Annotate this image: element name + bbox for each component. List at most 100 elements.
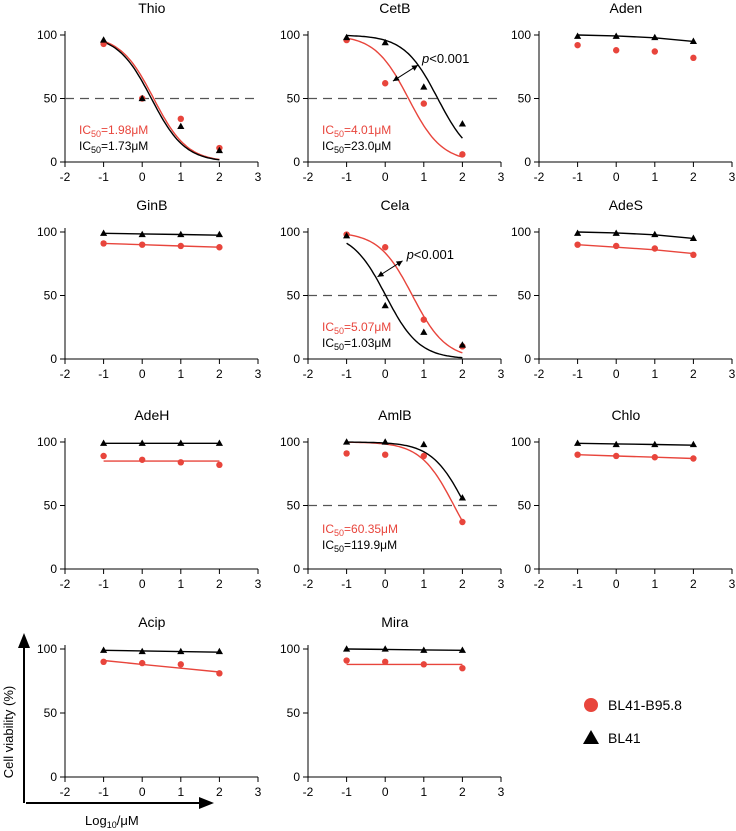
- point-bl41: [651, 440, 659, 448]
- point-bl41-b958: [420, 316, 427, 323]
- panel-amlb: AmlB 0 50 100 -2 -1 0 1 2 3 IC50=60.35μMIC50=119.9…: [280, 407, 505, 591]
- fit-curve-bl41: [577, 34, 694, 43]
- fit-curve-bl41: [103, 232, 220, 236]
- x-tick-label: -2: [534, 170, 545, 184]
- panel-title: Cela: [380, 197, 409, 213]
- x-tick-label: 1: [420, 577, 427, 591]
- x-tick-label: -1: [572, 367, 583, 381]
- point-bl41: [612, 229, 620, 236]
- y-tick-label: 100: [37, 435, 57, 449]
- ic50-label-bl41: IC50=23.0μM: [322, 139, 391, 155]
- y-tick-label: 0: [50, 155, 57, 169]
- x-tick-label: 1: [177, 367, 184, 381]
- x-tick-label: -2: [60, 785, 71, 799]
- x-tick-label: 1: [177, 577, 184, 591]
- point-bl41-b958: [216, 670, 223, 677]
- y-axis-label: Cell viability (%): [1, 686, 16, 778]
- point-bl41: [100, 646, 108, 653]
- x-tick-label: -2: [303, 170, 314, 184]
- x-tick-label: 3: [729, 577, 736, 591]
- x-tick-label: 2: [459, 785, 466, 799]
- x-tick-label: 0: [613, 577, 620, 591]
- x-tick-label: -1: [341, 170, 352, 184]
- y-tick-label: 100: [37, 225, 57, 239]
- point-bl41-b958: [420, 100, 427, 107]
- x-tick-label: 0: [382, 785, 389, 799]
- x-tick-label: 2: [459, 170, 466, 184]
- x-tick-label: 1: [651, 170, 658, 184]
- legend: BL41-B95.8 BL41: [583, 697, 682, 746]
- point-bl41-b958: [459, 518, 466, 526]
- point-bl41-b958: [177, 459, 184, 466]
- x-tick-label: -1: [98, 577, 109, 591]
- point-bl41-b958: [343, 450, 350, 457]
- y-tick-label: 100: [280, 225, 300, 239]
- panel-title: Mira: [381, 614, 408, 630]
- legend-marker-bl41: [583, 730, 599, 744]
- x-tick-label: 1: [177, 170, 184, 184]
- point-bl41: [138, 94, 146, 102]
- panel-title: AdeS: [609, 197, 643, 213]
- fit-curve-bl41: [577, 231, 694, 240]
- point-bl41-b958: [651, 245, 658, 252]
- point-bl41-b958: [139, 659, 146, 667]
- point-bl41: [574, 229, 582, 236]
- x-tick-label: 0: [382, 577, 389, 591]
- x-tick-label: 3: [729, 170, 736, 184]
- x-tick-label: 1: [651, 367, 658, 381]
- x-tick-label: 2: [216, 170, 223, 184]
- p-value-label: p<0.001: [406, 247, 454, 262]
- point-bl41: [420, 440, 428, 448]
- point-bl41-b958: [574, 451, 581, 458]
- x-tick-label: 0: [139, 367, 146, 381]
- panel-title: Aden: [609, 0, 642, 16]
- panel-ginb: GinB 0 50 100 -2 -1 0 1 2 3: [37, 197, 262, 381]
- x-tick-label: 2: [459, 367, 466, 381]
- x-tick-label: -1: [98, 367, 109, 381]
- x-tick-label: -1: [98, 785, 109, 799]
- point-bl41: [612, 32, 620, 39]
- y-tick-label: 100: [280, 435, 300, 449]
- point-bl41-b958: [420, 661, 427, 668]
- panel-title: Thio: [138, 0, 165, 16]
- y-tick-label: 0: [50, 352, 57, 366]
- point-bl41-b958: [651, 454, 658, 461]
- point-bl41: [177, 122, 185, 130]
- point-bl41-b958: [613, 242, 620, 250]
- y-axis-arrowhead: [18, 633, 30, 648]
- y-tick-label: 50: [287, 289, 301, 303]
- panel-cetb: CetB 0 50 100 -2 -1 0 1 2 3 IC50=4.01μMIC50=23.0μM…: [280, 0, 505, 184]
- x-tick-label: -2: [303, 367, 314, 381]
- x-tick-label: 3: [255, 170, 262, 184]
- x-tick-label: 1: [420, 367, 427, 381]
- point-bl41: [381, 301, 389, 309]
- y-tick-label: 100: [511, 28, 531, 42]
- x-tick-label: 1: [651, 577, 658, 591]
- y-tick-label: 100: [280, 642, 300, 656]
- y-tick-label: 0: [293, 562, 300, 576]
- y-tick-label: 0: [50, 562, 57, 576]
- fit-curve-bl41: [346, 34, 463, 139]
- panel-title: AdeH: [134, 407, 169, 423]
- point-bl41: [689, 37, 697, 44]
- x-tick-label: -2: [303, 577, 314, 591]
- panel-acip: Acip 0 50 100 -2 -1 0 1 2 3: [37, 614, 262, 799]
- x-tick-label: -1: [572, 170, 583, 184]
- x-tick-label: 2: [216, 785, 223, 799]
- point-bl41-b958: [382, 80, 389, 87]
- point-bl41: [381, 38, 389, 46]
- point-bl41: [381, 645, 389, 652]
- panel-ades: AdeS 0 50 100 -2 -1 0 1 2 3: [511, 197, 736, 381]
- x-tick-label: 3: [255, 577, 262, 591]
- point-bl41: [420, 83, 428, 90]
- point-bl41-b958: [690, 455, 697, 462]
- point-bl41-b958: [100, 452, 107, 460]
- ic50-label-bl41: IC50=1.73μM: [79, 139, 148, 155]
- fit-curve-bl41: [346, 242, 463, 359]
- x-tick-label: 2: [690, 577, 697, 591]
- fit-curve-bl41-b958: [577, 454, 694, 460]
- y-tick-label: 100: [280, 28, 300, 42]
- point-bl41: [458, 494, 466, 501]
- point-bl41-b958: [177, 661, 184, 668]
